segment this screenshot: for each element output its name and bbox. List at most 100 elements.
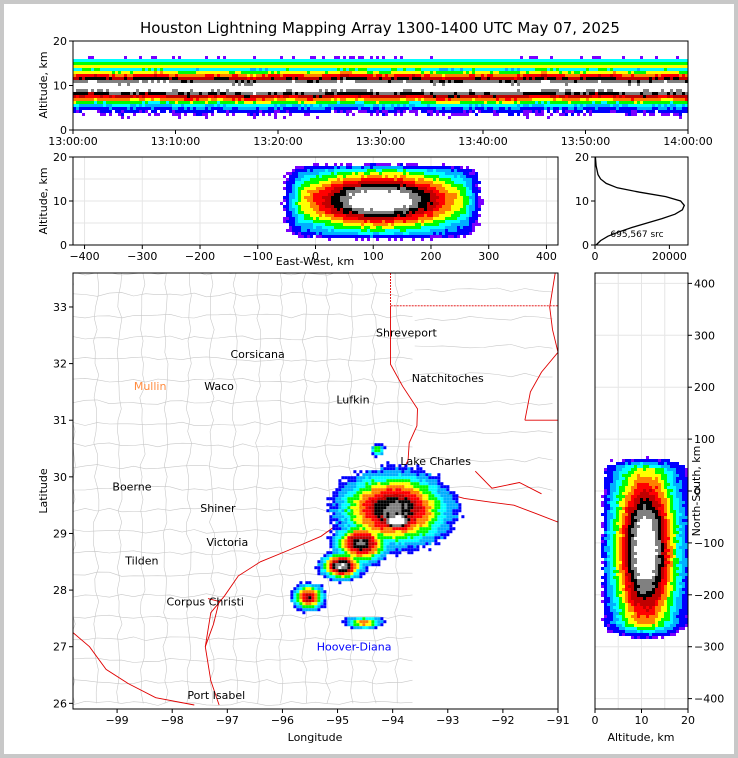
time-density-cell: [250, 89, 253, 92]
time-density-cell: [334, 74, 337, 77]
time-density-cell: [253, 62, 256, 65]
time-density-cell: [388, 68, 391, 71]
ew-density-cell: [385, 199, 388, 202]
time-density-cell: [208, 59, 211, 62]
time-density-cell: [145, 98, 148, 101]
time-density-cell: [601, 68, 604, 71]
time-density-cell: [412, 65, 415, 68]
time-density-cell: [376, 104, 379, 107]
ew-density-cell: [373, 169, 376, 172]
ew-density-cell: [367, 223, 370, 226]
time-density-cell: [220, 92, 223, 95]
time-density-cell: [376, 110, 379, 113]
time-density-cell: [103, 98, 106, 101]
time-density-cell: [628, 89, 631, 92]
time-density-cell: [487, 62, 490, 65]
time-density-cell: [667, 107, 670, 110]
ew-density-cell: [412, 193, 415, 196]
ew-density-cell: [331, 217, 334, 220]
time-density-cell: [298, 83, 301, 86]
time-density-cell: [682, 92, 685, 95]
time-density-cell: [361, 92, 364, 95]
time-density-cell: [202, 80, 205, 83]
time-density-cell: [139, 65, 142, 68]
time-density-cell: [679, 89, 682, 92]
time-density-cell: [376, 74, 379, 77]
ew-density-cell: [307, 208, 310, 211]
ew-density-cell: [394, 202, 397, 205]
time-density-cell: [163, 101, 166, 104]
time-density-cell: [352, 92, 355, 95]
time-density-cell: [190, 62, 193, 65]
time-density-cell: [598, 98, 601, 101]
time-density-cell: [334, 68, 337, 71]
time-density-cell: [73, 83, 76, 86]
time-density-cell: [379, 98, 382, 101]
time-density-cell: [97, 65, 100, 68]
time-density-cell: [631, 98, 634, 101]
time-density-cell: [370, 98, 373, 101]
time-density-cell: [85, 59, 88, 62]
time-density-cell: [487, 65, 490, 68]
time-density-cell: [469, 80, 472, 83]
time-density-cell: [118, 95, 121, 98]
time-density-cell: [640, 77, 643, 80]
time-density-cell: [157, 86, 160, 89]
time-density-cell: [535, 56, 538, 59]
time-density-cell: [484, 62, 487, 65]
ew-density-cell: [307, 199, 310, 202]
time-density-cell: [82, 77, 85, 80]
ew-density-cell: [301, 172, 304, 175]
ew-density-cell: [382, 208, 385, 211]
time-density-cell: [175, 113, 178, 116]
ew-density-cell: [421, 217, 424, 220]
time-density-cell: [523, 107, 526, 110]
time-density-cell: [328, 101, 331, 104]
ew-density-cell: [376, 190, 379, 193]
time-density-cell: [376, 68, 379, 71]
time-density-cell: [259, 110, 262, 113]
ew-density-cell: [370, 229, 373, 232]
time-density-cell: [319, 107, 322, 110]
time-density-cell: [574, 74, 577, 77]
time-density-cell: [586, 59, 589, 62]
time-density-cell: [511, 80, 514, 83]
time-density-cell: [145, 101, 148, 104]
time-density-cell: [94, 77, 97, 80]
time-density-cell: [502, 71, 505, 74]
ew-density-cell: [373, 199, 376, 202]
ew-density-cell: [349, 199, 352, 202]
time-density-cell: [481, 89, 484, 92]
time-density-cell: [379, 71, 382, 74]
ew-density-cell: [379, 172, 382, 175]
time-density-cell: [199, 113, 202, 116]
time-density-cell: [373, 62, 376, 65]
ew-density-cell: [370, 232, 373, 235]
time-density-cell: [349, 74, 352, 77]
time-density-cell: [472, 68, 475, 71]
time-density-cell: [418, 65, 421, 68]
ew-density-cell: [295, 166, 298, 169]
time-density-cell: [430, 98, 433, 101]
time-density-cell: [376, 65, 379, 68]
ew-density-cell: [325, 220, 328, 223]
ew-density-cell: [382, 214, 385, 217]
time-density-cell: [97, 62, 100, 65]
time-density-cell: [208, 80, 211, 83]
time-density-cell: [85, 95, 88, 98]
time-density-cell: [655, 89, 658, 92]
time-density-cell: [625, 86, 628, 89]
time-density-cell: [103, 95, 106, 98]
time-density-cell: [328, 92, 331, 95]
time-density-cell: [391, 71, 394, 74]
time-density-cell: [211, 92, 214, 95]
time-density-cell: [391, 59, 394, 62]
time-density-cell: [196, 59, 199, 62]
time-density-cell: [655, 80, 658, 83]
time-density-cell: [382, 110, 385, 113]
time-density-cell: [190, 104, 193, 107]
ew-density-cell: [316, 190, 319, 193]
time-density-cell: [319, 68, 322, 71]
time-density-cell: [592, 77, 595, 80]
time-density-cell: [508, 113, 511, 116]
